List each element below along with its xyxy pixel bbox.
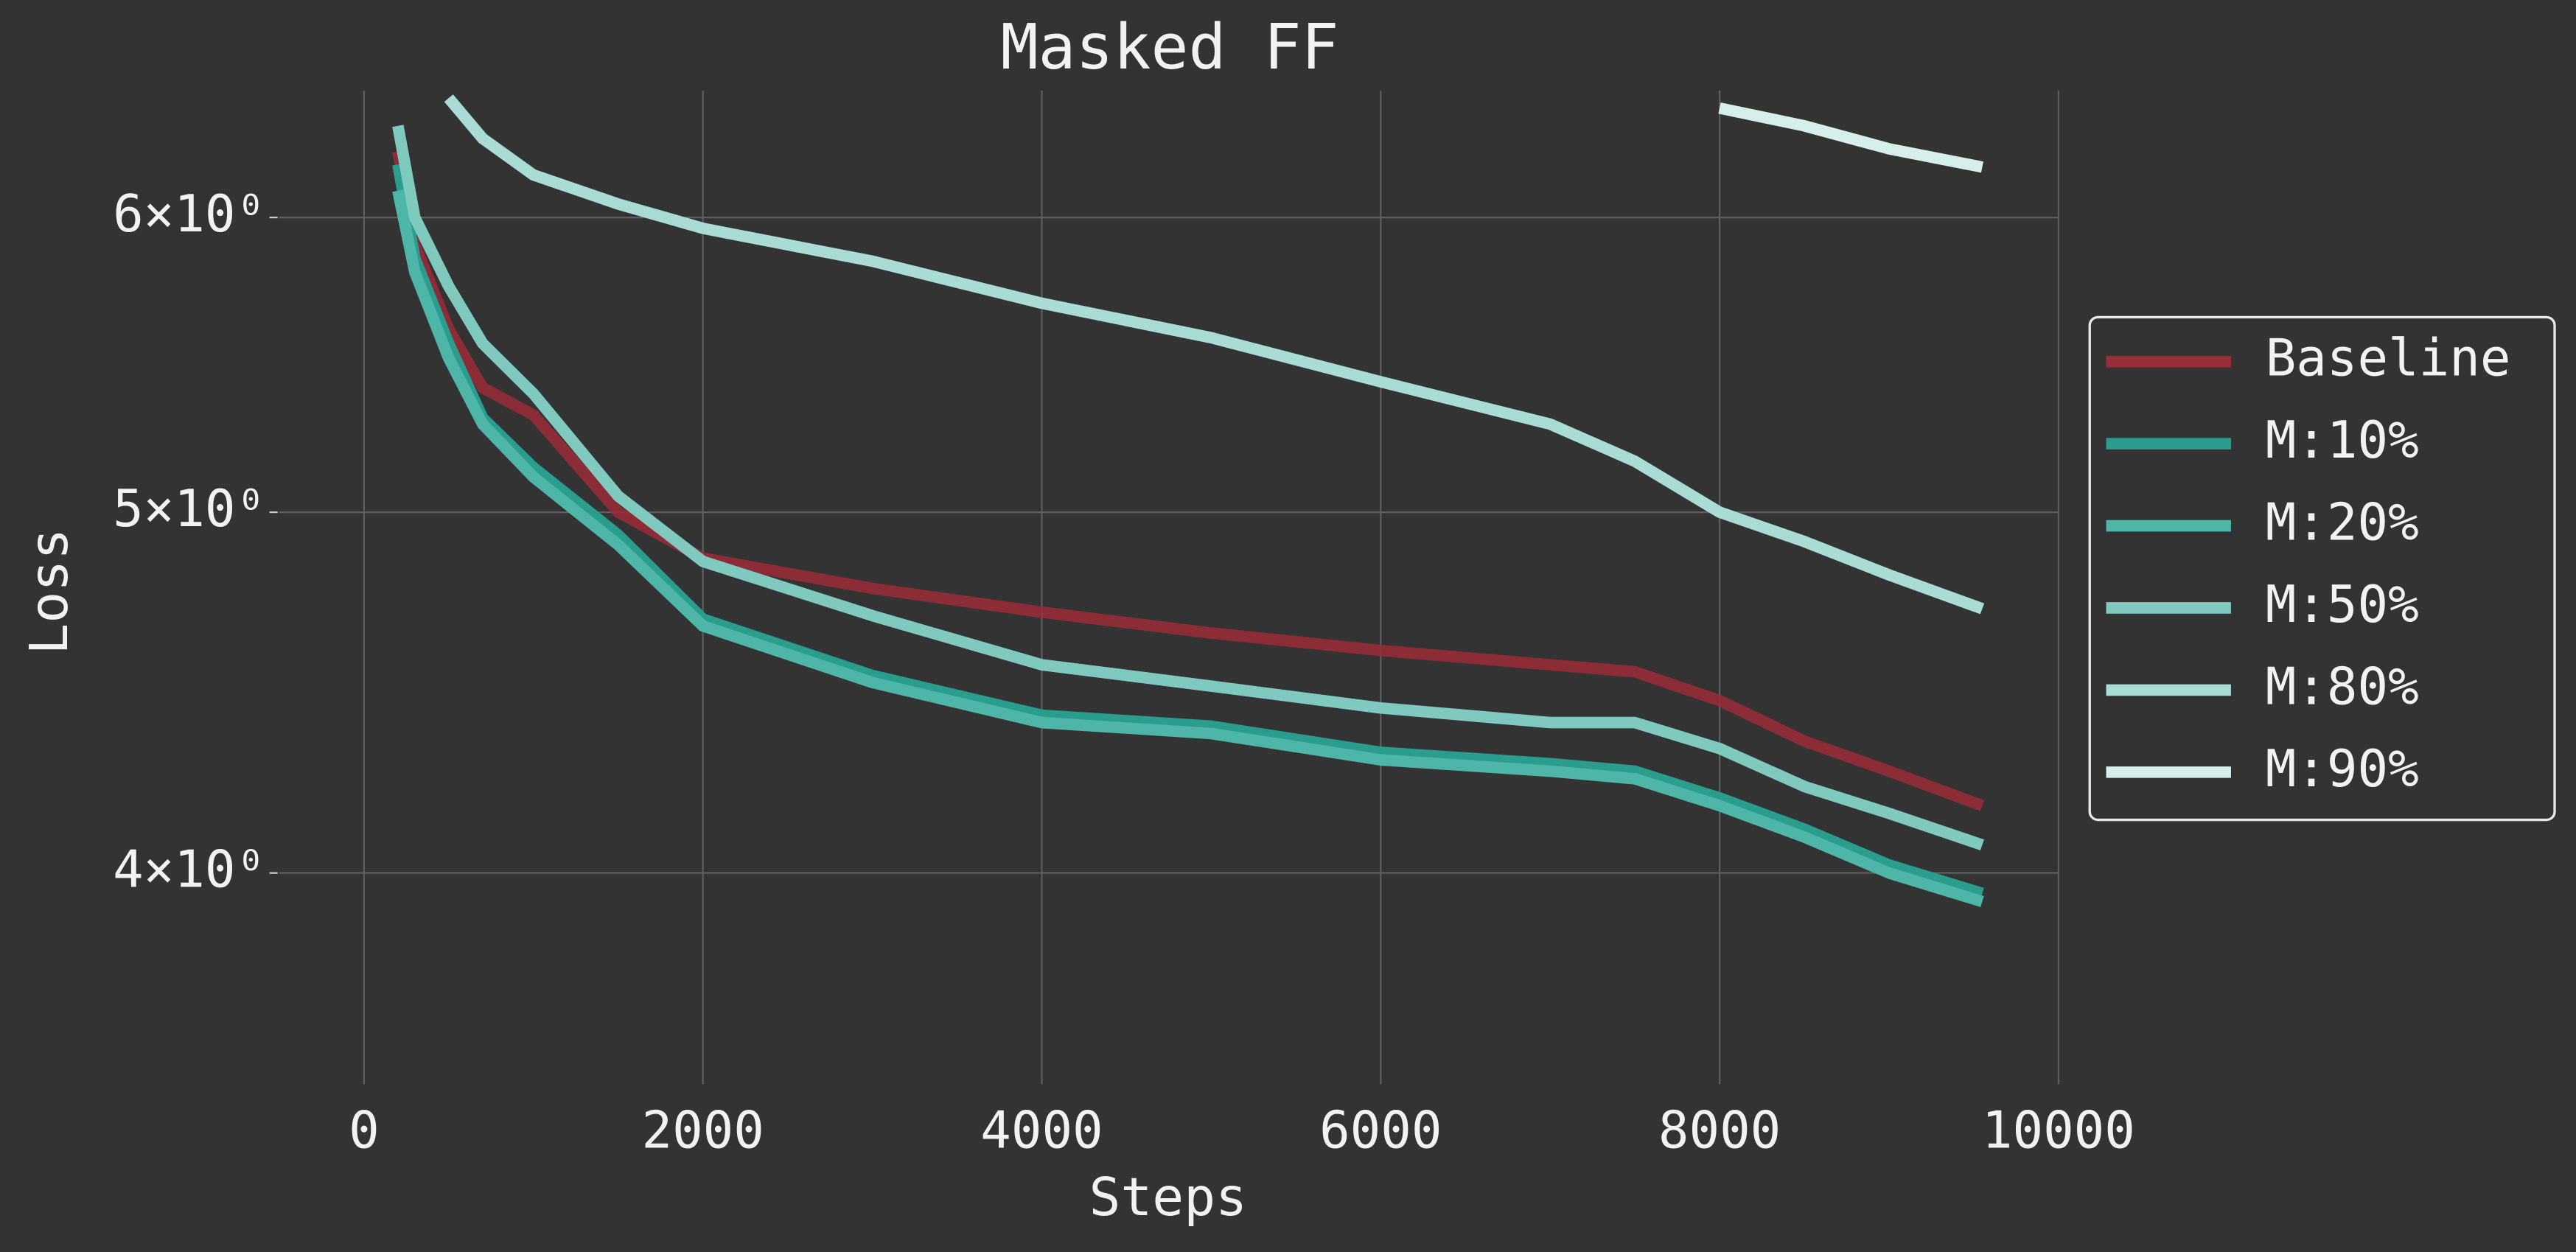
x-tick-label: 0: [349, 1101, 380, 1160]
x-tick-label: 8000: [1658, 1101, 1781, 1160]
legend-label: Baseline: [2266, 329, 2511, 388]
series-line: [392, 125, 1984, 851]
legend-label: M:20%: [2266, 494, 2419, 553]
series-line: [392, 189, 1984, 907]
legend: Baseline M:10% M:20% M:50% M:80% M:90%: [2088, 315, 2556, 822]
plot-area: [392, 94, 1985, 907]
legend-label: M:50%: [2266, 576, 2419, 634]
series-line: [1718, 102, 1983, 173]
legend-label: M:10%: [2266, 411, 2419, 470]
x-tick-label: 2000: [641, 1101, 764, 1160]
legend-label: M:80%: [2266, 657, 2419, 716]
ticks: 0 2000 4000 6000 8000 10000 4×10⁰ 5×10⁰ 6×10⁰: [113, 185, 2135, 1160]
y-axis-label: Loss: [18, 528, 80, 655]
x-tick-label: 10000: [1982, 1101, 2135, 1160]
chart-title: Masked FF: [1001, 10, 1339, 83]
y-tick-label: 6×10⁰: [113, 185, 266, 244]
x-axis-label: Steps: [1089, 1167, 1247, 1228]
series-line: [444, 94, 1985, 615]
y-tick-label: 5×10⁰: [113, 480, 266, 539]
y-tick-label: 4×10⁰: [113, 841, 266, 900]
x-tick-label: 4000: [980, 1101, 1103, 1160]
series-line: [392, 150, 1985, 811]
legend-label: M:90%: [2266, 740, 2419, 799]
x-tick-label: 6000: [1319, 1101, 1442, 1160]
